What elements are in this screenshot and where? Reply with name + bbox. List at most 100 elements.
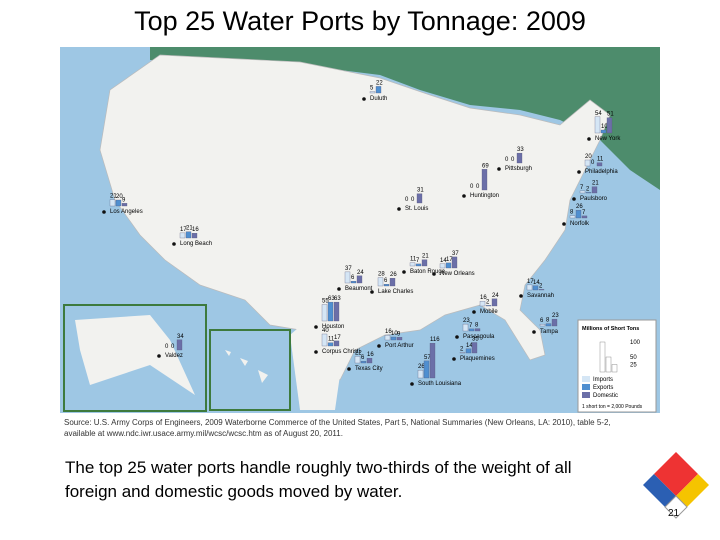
tonnage-label: 26 (390, 272, 397, 278)
port-name: Los Angeles (110, 209, 143, 215)
port-name: Baton Rouge (410, 269, 446, 275)
port-dot (577, 170, 581, 174)
legend-title: Millions of Short Tons (582, 326, 639, 332)
tonnage-label: 22 (376, 80, 383, 86)
mexico (290, 300, 345, 410)
tonnage-label: 0 (470, 184, 474, 190)
tonnage-label: 0 (165, 344, 169, 350)
legend-swatch (582, 376, 590, 382)
legend-note: 1 short ton = 2,000 Pounds (582, 404, 643, 410)
logo-right (676, 474, 709, 507)
legend-scale-label: 50 (630, 355, 637, 361)
tonnage-bar (390, 336, 397, 341)
port-dot (377, 344, 381, 348)
port-name: Port Arthur (385, 343, 414, 349)
tonnage-bar (594, 116, 601, 134)
tonnage-bar (538, 289, 545, 291)
tonnage-bar (417, 370, 424, 379)
tonnage-label: 7 (469, 323, 473, 329)
tonnage-bar (471, 342, 478, 354)
tonnage-label: 63 (334, 296, 341, 302)
tonnage-bar (581, 215, 588, 219)
tonnage-bar (396, 337, 403, 341)
tonnage-label: 37 (452, 251, 459, 257)
port-name: Long Beach (180, 241, 212, 247)
port-name: Mobile (480, 309, 498, 315)
port-dot (587, 137, 591, 141)
tonnage-label: 2 (586, 186, 590, 192)
port-dot (370, 290, 374, 294)
port-name: New Orleans (440, 271, 475, 277)
port-dot (397, 207, 401, 211)
legend-item: Domestic (593, 393, 618, 399)
tonnage-label: 21 (186, 226, 193, 232)
port-dot (337, 287, 341, 291)
port-dot (347, 367, 351, 371)
tonnage-bar (350, 281, 357, 284)
port-name: Beaumont (345, 286, 373, 292)
port-name: Lake Charles (378, 289, 413, 295)
tonnage-label: 21 (422, 254, 429, 260)
tonnage-bar (481, 169, 488, 191)
legend-scale-label: 25 (630, 363, 637, 369)
tonnage-bar (479, 301, 486, 307)
tonnage-label: 22 (355, 350, 362, 356)
port-dot (102, 210, 106, 214)
tonnage-bar (179, 232, 186, 239)
port-name: Philadelphia (585, 169, 618, 175)
tonnage-bar (485, 305, 492, 307)
tonnage-bar (600, 129, 607, 134)
port-dot (572, 197, 576, 201)
hawaii (225, 350, 268, 383)
tonnage-bar (526, 284, 533, 291)
port-name: Paulsboro (580, 196, 608, 202)
legend-item: Exports (593, 385, 613, 391)
port-name: Plaquemines (460, 356, 495, 362)
tonnage-bar (383, 284, 390, 287)
tonnage-label: 26 (418, 364, 425, 370)
tonnage-bar (321, 333, 328, 347)
tonnage-bar (579, 190, 586, 194)
source-line: available at www.ndc.iwr.usace.army.mil/… (64, 429, 343, 438)
tonnage-bar (429, 343, 436, 379)
tonnage-label: 6 (384, 278, 388, 284)
port-dot (532, 330, 536, 334)
tonnage-label: 21 (110, 194, 117, 200)
tonnage-label: 35 (472, 337, 479, 343)
tonnage-bar (333, 301, 340, 322)
tonnage-label: 2 (486, 299, 490, 305)
port-name: New York (595, 136, 621, 142)
port-dot (172, 242, 176, 246)
legend-scale-bar (611, 364, 618, 373)
tonnage-label: 116 (430, 337, 440, 343)
tonnage-bar (596, 162, 603, 167)
port-name: Huntington (470, 193, 499, 199)
tonnage-label: 28 (378, 272, 385, 278)
tonnage-label: 2 (539, 283, 543, 289)
tonnage-bar (384, 335, 391, 341)
tonnage-bar (115, 199, 122, 207)
tonnage-bar (354, 356, 361, 364)
tonnage-label: 17 (180, 227, 187, 233)
tonnage-label: 14 (466, 343, 473, 349)
tonnage-label: 0 (411, 197, 415, 203)
tonnage-label: 0 (591, 160, 595, 166)
tonnage-bar (551, 318, 558, 327)
port-dot (462, 194, 466, 198)
tonnage-bar (474, 328, 481, 332)
port-dot (362, 97, 366, 101)
tonnage-bar (176, 339, 183, 351)
tonnage-label: 16 (367, 352, 374, 358)
tonnage-label: 9 (122, 197, 126, 203)
tonnage-bar (516, 152, 523, 164)
tonnage-label: 17 (334, 335, 341, 341)
tonnage-label: 11 (597, 157, 604, 163)
tonnage-label: 8 (546, 318, 550, 324)
tonnage-label: 0 (171, 344, 175, 350)
tonnage-label: 16 (192, 227, 199, 233)
tonnage-label: 17 (527, 279, 534, 285)
tonnage-label: 40 (322, 328, 329, 334)
tonnage-label: 0 (511, 157, 515, 163)
tonnage-label: 55 (322, 299, 329, 305)
